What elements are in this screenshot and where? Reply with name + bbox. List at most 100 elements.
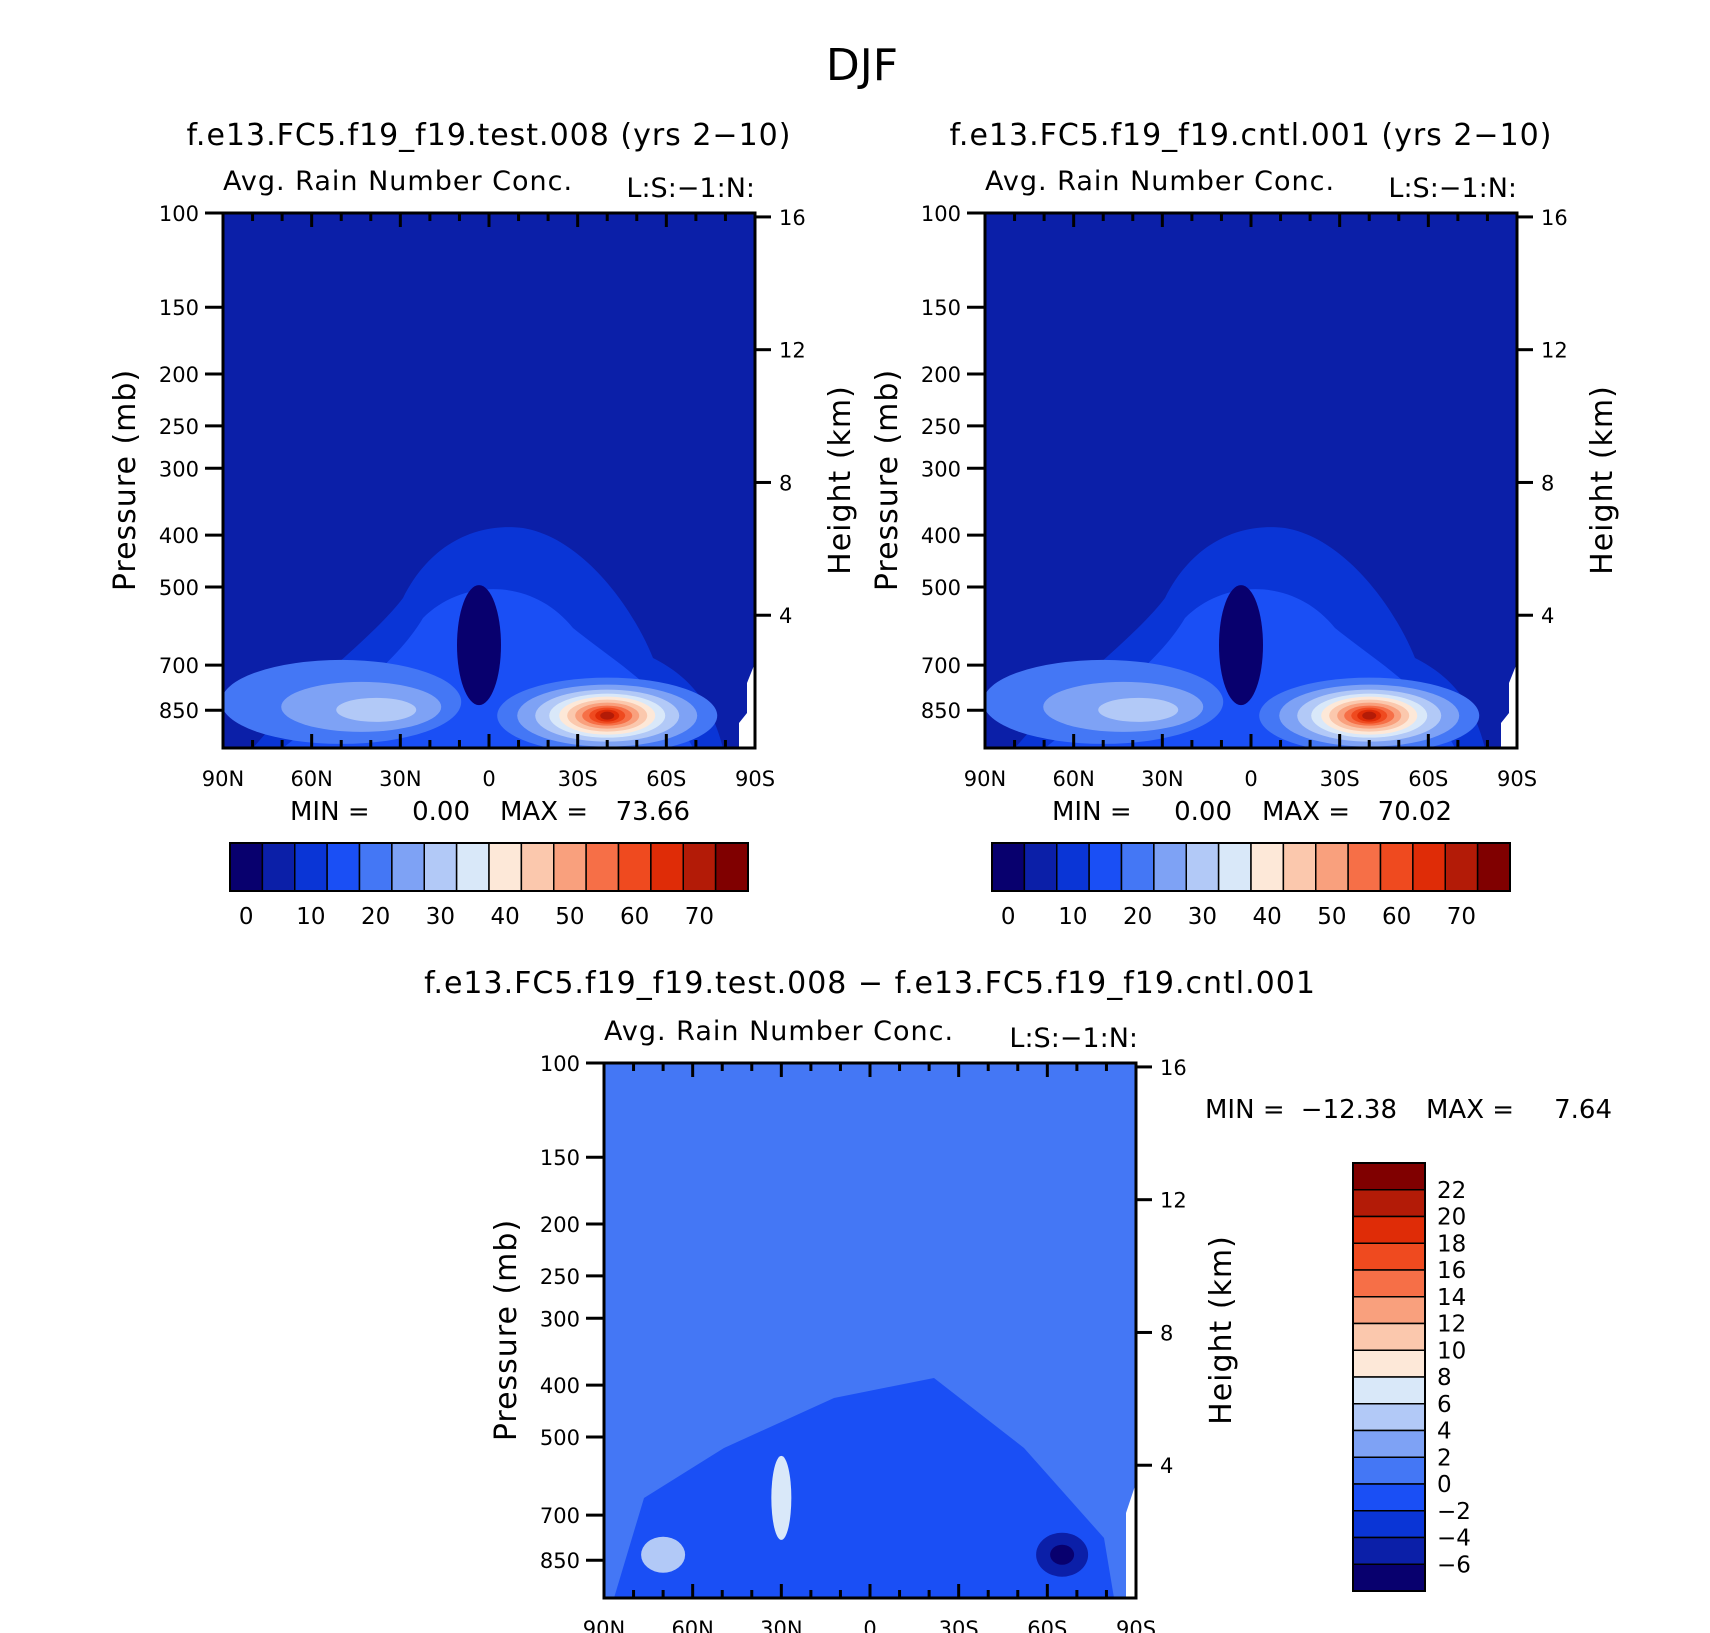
colorbar-swatch	[1352, 1269, 1426, 1298]
y-axis-left: 100 150 200 250 300 400 500 700 850	[921, 202, 985, 723]
colorbar-swatch	[650, 842, 684, 892]
colorbar-label: 16	[1437, 1258, 1466, 1284]
colorbar-swatch	[1352, 1215, 1426, 1244]
contour-level	[600, 711, 615, 720]
y-right-tick-label: 8	[1160, 1321, 1173, 1345]
max-value: 7.64	[1554, 1095, 1612, 1125]
x-axis: 90N 60N 30N 0 30S 60S 90S	[202, 213, 775, 791]
colorbar-label: 2	[1437, 1445, 1452, 1471]
panel-subtitle-left: Avg. Rain Number Conc.	[985, 166, 1335, 197]
colorbar: 0 10 20 30 40 50 60 70	[229, 842, 749, 930]
y-tick-label: 250	[540, 1265, 580, 1289]
x-tick-label: 60S	[1408, 767, 1448, 791]
colorbar-label: 30	[426, 904, 455, 930]
y-tick-label: 150	[159, 296, 199, 320]
colorbar-label: −6	[1437, 1552, 1471, 1578]
contour-field	[223, 213, 755, 748]
x-tick-label: 0	[1244, 767, 1257, 791]
colorbar-label: 14	[1437, 1285, 1466, 1311]
colorbar-label: 18	[1437, 1231, 1466, 1257]
colorbar-swatch	[1352, 1456, 1426, 1485]
y-tick-label: 850	[921, 699, 961, 723]
colorbar-label: 12	[1437, 1312, 1466, 1338]
y-tick-label: 100	[159, 202, 199, 226]
colorbar-swatch	[1352, 1403, 1426, 1432]
colorbar-swatch	[1352, 1510, 1426, 1539]
colorbar-swatch	[488, 842, 523, 892]
contour-level	[1219, 585, 1263, 706]
x-tick-label: 90N	[583, 1617, 625, 1633]
y-axis-right-label: Height (km)	[1204, 1235, 1239, 1425]
y-axis-label: Pressure (mb)	[108, 369, 143, 591]
x-tick-label: 30S	[939, 1617, 979, 1633]
panel-title: f.e13.FC5.f19_f19.test.008 − f.e13.FC5.f…	[424, 966, 1316, 1001]
x-tick-label: 30S	[558, 767, 598, 791]
colorbar-swatch	[391, 842, 425, 892]
figure-title: DJF	[826, 40, 898, 91]
y-axis-label: Pressure (mb)	[870, 369, 905, 591]
colorbar-swatch	[520, 842, 555, 892]
colorbar-label: 50	[555, 904, 584, 930]
x-tick-label: 30N	[1141, 767, 1183, 791]
y-tick-label: 500	[540, 1426, 580, 1450]
colorbar-label: 60	[1382, 904, 1411, 930]
max-label: MAX =	[1426, 1095, 1514, 1125]
colorbar-swatch	[1352, 1296, 1426, 1325]
colorbar-label: 8	[1437, 1365, 1452, 1391]
y-right-tick-label: 12	[779, 339, 806, 363]
y-tick-label: 500	[159, 576, 199, 600]
contour-level	[771, 1455, 792, 1540]
panel-subtitle-left: Avg. Rain Number Conc.	[223, 166, 573, 197]
x-tick-label: 60S	[1027, 1617, 1067, 1633]
y-tick-label: 700	[159, 654, 199, 678]
y-axis-right-label: Height (km)	[823, 385, 858, 575]
missing-data	[1126, 1483, 1136, 1598]
colorbar-label: 0	[1001, 904, 1016, 930]
x-tick-label: 60S	[646, 767, 686, 791]
min-value: 0.00	[1174, 797, 1232, 827]
colorbar-swatch	[1120, 842, 1155, 892]
y-tick-label: 400	[540, 1374, 580, 1398]
colorbar-swatch	[1250, 842, 1285, 892]
colorbar-swatch	[455, 842, 490, 892]
panel-subtitle-right: L:S:−1:N:	[626, 173, 755, 204]
max-value: 73.66	[616, 797, 690, 827]
colorbar-swatch	[294, 842, 328, 892]
colorbar: 0 10 20 30 40 50 60 70	[991, 842, 1511, 930]
colorbar-swatch	[1352, 1563, 1426, 1592]
colorbar-swatch	[358, 842, 393, 892]
x-axis: 90N 60N 30N 0 30S 60S 90S	[964, 213, 1537, 791]
contour-field	[604, 1063, 1136, 1598]
colorbar-swatch	[1217, 842, 1252, 892]
colorbar-label: 10	[1058, 904, 1087, 930]
y-right-tick-label: 8	[1541, 471, 1554, 495]
x-axis: 90N 60N 30N 0 30S 60S 90S	[583, 1063, 1156, 1633]
colorbar-label: 0	[239, 904, 254, 930]
y-tick-label: 300	[921, 457, 961, 481]
colorbar-swatch	[1352, 1429, 1426, 1458]
colorbar-swatch	[1412, 842, 1446, 892]
colorbar-label: 10	[296, 904, 325, 930]
y-right-tick-label: 8	[779, 471, 792, 495]
min-value: 0.00	[412, 797, 470, 827]
y-tick-label: 400	[921, 524, 961, 548]
colorbar-swatch	[1379, 842, 1414, 892]
panel-cntl: f.e13.FC5.f19_f19.cntl.001 (yrs 2−10) Av…	[870, 118, 1620, 930]
colorbar-swatch	[682, 842, 717, 892]
panel-diff: f.e13.FC5.f19_f19.test.008 − f.e13.FC5.f…	[424, 966, 1612, 1633]
contour-level	[641, 1536, 686, 1573]
panel-title: f.e13.FC5.f19_f19.test.008 (yrs 2−10)	[187, 118, 792, 153]
colorbar-swatch	[585, 842, 620, 892]
colorbar-swatch	[1352, 1376, 1426, 1405]
x-tick-label: 90N	[964, 767, 1006, 791]
y-right-tick-label: 4	[779, 604, 792, 628]
colorbar-label: 22	[1437, 1178, 1466, 1204]
colorbar-frame	[991, 842, 1511, 892]
missing-data	[739, 663, 755, 748]
y-tick-label: 700	[921, 654, 961, 678]
x-tick-label: 0	[863, 1617, 876, 1633]
panel-subtitle-left: Avg. Rain Number Conc.	[604, 1016, 954, 1047]
y-axis-label: Pressure (mb)	[489, 1219, 524, 1441]
colorbar-swatch	[617, 842, 652, 892]
